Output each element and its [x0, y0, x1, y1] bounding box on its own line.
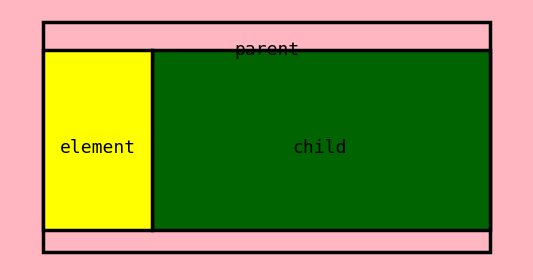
Text: parent: parent: [234, 41, 299, 59]
Text: child: child: [293, 139, 347, 157]
Bar: [43, 50, 152, 230]
Bar: [43, 22, 490, 252]
Text: element: element: [60, 139, 135, 157]
Bar: [152, 50, 490, 230]
